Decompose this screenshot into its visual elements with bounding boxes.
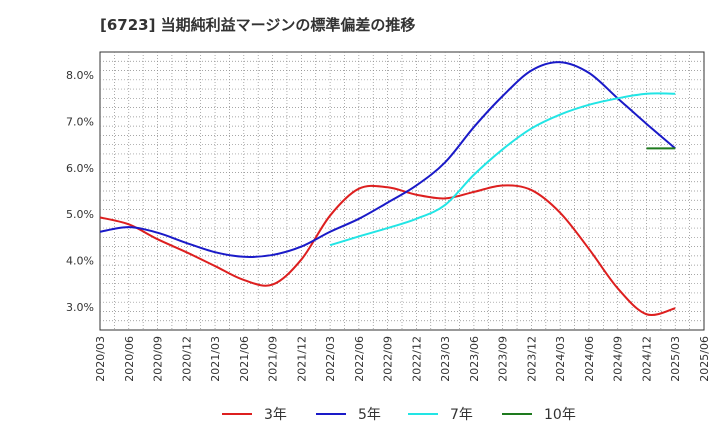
legend: 3年 5年 7年 10年: [222, 407, 576, 423]
y-tick-label: 5.0%: [66, 208, 94, 221]
x-tick-label: 2025/06: [698, 336, 711, 382]
legend-label: 3年: [264, 407, 287, 423]
x-tick-label: 2025/03: [669, 336, 682, 382]
x-tick-label: 2022/12: [410, 336, 423, 382]
x-tick-label: 2023/03: [439, 336, 452, 382]
legend-label: 10年: [544, 407, 576, 423]
series-lines: [99, 61, 676, 316]
x-tick-label: 2020/09: [152, 336, 165, 382]
x-tick-label: 2023/06: [468, 336, 481, 382]
y-axis-ticks: 3.0% 4.0% 5.0% 6.0% 7.0% 8.0%: [66, 69, 94, 314]
legend-item: 10年: [502, 407, 576, 423]
series-line-2: [99, 61, 676, 258]
x-tick-label: 2021/09: [267, 336, 280, 382]
x-tick-label: 2024/06: [583, 336, 596, 382]
x-tick-label: 2024/09: [612, 336, 625, 382]
x-tick-label: 2021/06: [238, 336, 251, 382]
legend-item: 5年: [316, 407, 381, 423]
x-tick-label: 2022/03: [324, 336, 337, 382]
legend-item: 3年: [222, 407, 287, 423]
chart-title: [6723] 当期純利益マージンの標準偏差の推移: [100, 16, 415, 34]
x-tick-label: 2021/03: [209, 336, 222, 382]
x-tick-label: 2024/03: [554, 336, 567, 382]
series-line-3: [329, 92, 676, 247]
x-tick-label: 2023/09: [497, 336, 510, 382]
y-tick-label: 8.0%: [66, 69, 94, 82]
y-tick-label: 7.0%: [66, 116, 94, 129]
x-tick-label: 2023/12: [525, 336, 538, 382]
y-tick-label: 4.0%: [66, 255, 94, 268]
x-tick-label: 2024/12: [640, 336, 653, 382]
legend-label: 7年: [450, 407, 473, 423]
x-axis-ticks: 2020/03 2020/06 2020/09 2020/12 2021/03 2021/…: [94, 336, 711, 382]
x-tick-label: 2020/12: [180, 336, 193, 382]
x-tick-label: 2022/09: [382, 336, 395, 382]
x-tick-label: 2020/06: [123, 336, 136, 382]
y-tick-label: 3.0%: [66, 301, 94, 314]
series-line-1: [99, 184, 676, 316]
x-tick-label: 2022/06: [353, 336, 366, 382]
x-tick-label: 2021/12: [295, 336, 308, 382]
y-tick-label: 6.0%: [66, 162, 94, 175]
x-tick-label: 2020/03: [94, 336, 107, 382]
legend-item: 7年: [408, 407, 473, 423]
legend-label: 5年: [358, 407, 381, 423]
